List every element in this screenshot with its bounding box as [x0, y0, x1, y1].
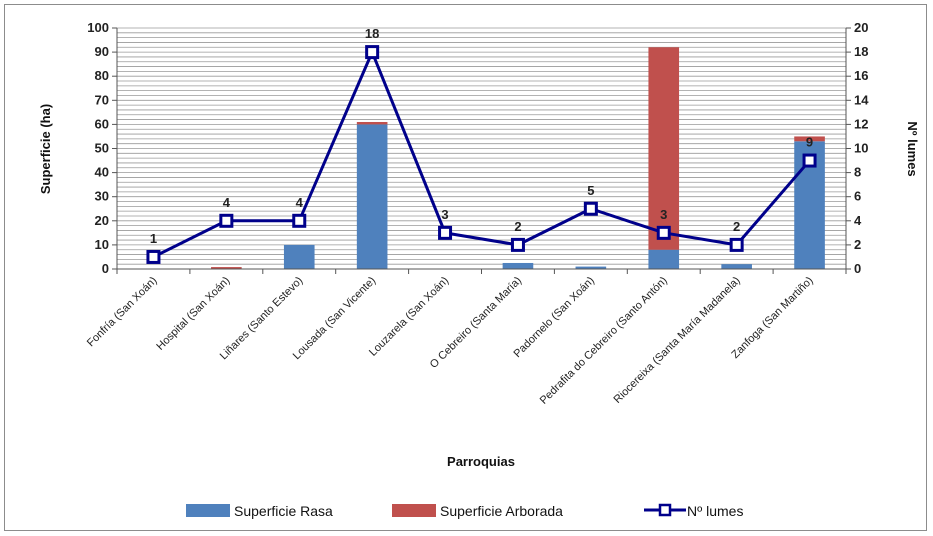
category-label: Riocereixa (Santa María Madanela) — [612, 275, 743, 406]
legend-label-lumes: Nº lumes — [687, 503, 743, 519]
line-lumes — [152, 48, 811, 259]
bar-superficie-arborada — [648, 47, 680, 250]
y2-axis-title: Nº lumes — [905, 121, 920, 176]
y-tick-label: 0 — [102, 261, 109, 276]
y2-tick-label: 12 — [854, 116, 868, 131]
bar-superficie-rasa — [575, 266, 607, 269]
marker-lumes — [583, 201, 598, 216]
marker-lumes — [729, 237, 744, 252]
category-label: Zanfoga (San Martiño) — [729, 275, 815, 361]
y2-tick-label: 6 — [854, 189, 861, 204]
bar-superficie-arborada — [356, 121, 388, 125]
y-tick-label: 50 — [95, 141, 109, 156]
line-series — [146, 45, 817, 264]
y2-tick-label: 0 — [854, 261, 861, 276]
bar-superficie-rasa — [721, 264, 752, 269]
bar-superficie-rasa — [648, 249, 680, 269]
category-label: Fonfría (San Xoán) — [85, 275, 160, 350]
data-label-lumes: 2 — [514, 219, 521, 234]
y-tick-label: 30 — [95, 189, 109, 204]
data-label-lumes: 18 — [365, 26, 379, 41]
y2-tick-label: 10 — [854, 141, 868, 156]
data-label-lumes: 2 — [733, 219, 740, 234]
data-label-lumes: 9 — [806, 135, 813, 150]
y2-tick-label: 16 — [854, 68, 868, 83]
y2-tick-label: 8 — [854, 165, 861, 180]
marker-lumes — [438, 225, 453, 240]
y2-tick-label: 2 — [854, 237, 861, 252]
legend-swatch-superficie-rasa — [186, 504, 230, 517]
marker-lumes — [365, 45, 380, 60]
category-label: Lousada (San Vicente) — [291, 275, 378, 362]
y-axis-title: Superficie (ha) — [38, 104, 53, 194]
data-label-lumes: 4 — [296, 195, 304, 210]
data-label-lumes: 5 — [587, 183, 594, 198]
data-label-lumes: 4 — [223, 195, 231, 210]
marker-lumes — [656, 225, 671, 240]
bar-superficie-arborada — [211, 267, 242, 269]
y-tick-label: 80 — [95, 68, 109, 83]
y-tick-label: 100 — [87, 20, 109, 35]
data-label-lumes: 1 — [150, 231, 157, 246]
y2-tick-label: 14 — [854, 92, 869, 107]
marker-lumes — [219, 213, 234, 228]
category-label: Louzarela (San Xoán) — [367, 275, 451, 359]
legend-marker-lumes — [658, 503, 672, 517]
category-label: Pedrafita do Cebreiro (Santo Antón) — [538, 275, 670, 407]
legend: Superficie Rasa Superficie Arborada Nº l… — [186, 503, 743, 519]
y-tick-label: 70 — [95, 92, 109, 107]
marker-lumes — [146, 249, 161, 264]
y-tick-label: 10 — [95, 237, 109, 252]
y2-tick-label: 4 — [854, 213, 862, 228]
axes — [112, 27, 851, 274]
x-axis-title: Parroquias — [447, 454, 515, 469]
category-label: Liñares (Santo Estevo) — [218, 275, 306, 363]
legend-label-superficie-arborada: Superficie Arborada — [440, 503, 563, 519]
y-tick-label: 90 — [95, 44, 109, 59]
y2-tick-label: 18 — [854, 44, 868, 59]
marker-lumes — [802, 153, 817, 168]
category-labels: Fonfría (San Xoán)Hospital (San Xoán)Liñ… — [85, 275, 816, 407]
bar-superficie-arborada — [794, 136, 825, 142]
y2-tick-label: 20 — [854, 20, 868, 35]
y-tick-label: 40 — [95, 165, 109, 180]
legend-swatch-superficie-arborada — [392, 504, 436, 517]
bar-superficie-rasa — [502, 262, 534, 269]
y-tick-label: 60 — [95, 116, 109, 131]
legend-label-superficie-rasa: Superficie Rasa — [234, 503, 333, 519]
category-label: Padornelo (San Xoán) — [512, 275, 597, 360]
bar-superficie-rasa — [283, 244, 315, 269]
chart-frame — [4, 4, 927, 531]
category-label: Hospital (San Xoán) — [154, 275, 232, 353]
y-tick-label: 20 — [95, 213, 109, 228]
marker-lumes — [510, 237, 525, 252]
data-label-lumes: 3 — [660, 207, 667, 222]
marker-lumes — [292, 213, 307, 228]
data-label-lumes: 3 — [441, 207, 448, 222]
bar-superficie-rasa — [356, 124, 388, 270]
